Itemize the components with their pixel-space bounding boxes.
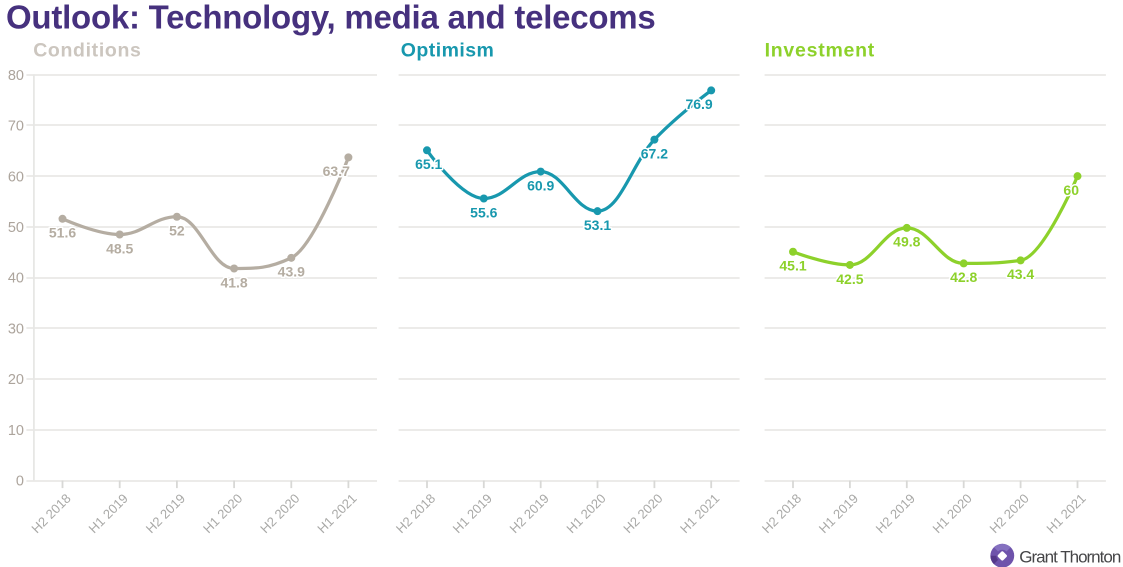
svg-text:67.2: 67.2 bbox=[641, 145, 668, 161]
svg-text:Investment: Investment bbox=[765, 40, 875, 62]
svg-text:Grant Thornton: Grant Thornton bbox=[1019, 548, 1121, 567]
svg-text:51.6: 51.6 bbox=[49, 225, 76, 241]
svg-text:53.1: 53.1 bbox=[584, 217, 611, 233]
svg-text:10: 10 bbox=[8, 423, 24, 439]
svg-text:63.7: 63.7 bbox=[323, 163, 350, 179]
svg-text:80: 80 bbox=[8, 68, 24, 84]
svg-text:H1 2020: H1 2020 bbox=[200, 491, 245, 536]
svg-text:H2 2019: H2 2019 bbox=[873, 491, 918, 536]
svg-text:H1 2020: H1 2020 bbox=[563, 491, 608, 536]
svg-text:H2 2019: H2 2019 bbox=[507, 491, 552, 536]
svg-text:H1 2020: H1 2020 bbox=[930, 491, 975, 536]
svg-text:H1 2019: H1 2019 bbox=[450, 491, 495, 536]
svg-text:40: 40 bbox=[8, 271, 24, 287]
svg-text:H2 2018: H2 2018 bbox=[28, 491, 73, 536]
svg-text:30: 30 bbox=[8, 321, 24, 337]
svg-text:H1 2021: H1 2021 bbox=[1043, 491, 1088, 536]
svg-text:70: 70 bbox=[8, 119, 24, 135]
svg-text:41.8: 41.8 bbox=[220, 274, 247, 290]
svg-text:52: 52 bbox=[169, 223, 185, 239]
svg-text:H2 2018: H2 2018 bbox=[393, 491, 438, 536]
svg-text:76.9: 76.9 bbox=[685, 96, 712, 112]
svg-text:H1 2021: H1 2021 bbox=[677, 491, 722, 536]
svg-text:0: 0 bbox=[16, 474, 24, 490]
svg-text:45.1: 45.1 bbox=[779, 258, 806, 274]
svg-text:Conditions: Conditions bbox=[33, 40, 141, 62]
svg-text:43.9: 43.9 bbox=[278, 264, 305, 280]
svg-text:Outlook: Technology, media and: Outlook: Technology, media and telecoms bbox=[6, 0, 656, 36]
svg-text:H2 2019: H2 2019 bbox=[143, 491, 188, 536]
svg-text:H2 2020: H2 2020 bbox=[257, 491, 302, 536]
svg-text:42.5: 42.5 bbox=[836, 271, 863, 287]
svg-text:43.4: 43.4 bbox=[1007, 266, 1034, 282]
svg-text:Optimism: Optimism bbox=[401, 40, 495, 62]
svg-text:20: 20 bbox=[8, 372, 24, 388]
svg-text:H1 2021: H1 2021 bbox=[314, 491, 359, 536]
svg-text:H2 2020: H2 2020 bbox=[986, 491, 1031, 536]
svg-text:48.5: 48.5 bbox=[106, 240, 133, 256]
svg-text:60.9: 60.9 bbox=[527, 177, 554, 193]
svg-text:50: 50 bbox=[8, 220, 24, 236]
svg-text:H2 2018: H2 2018 bbox=[759, 491, 804, 536]
svg-text:60: 60 bbox=[1063, 182, 1079, 198]
svg-text:49.8: 49.8 bbox=[893, 234, 920, 250]
svg-text:60: 60 bbox=[8, 169, 24, 185]
svg-text:H1 2019: H1 2019 bbox=[816, 491, 861, 536]
svg-text:42.8: 42.8 bbox=[950, 269, 977, 285]
svg-text:H2 2020: H2 2020 bbox=[620, 491, 665, 536]
svg-text:65.1: 65.1 bbox=[415, 156, 442, 172]
svg-text:H1 2019: H1 2019 bbox=[86, 491, 131, 536]
svg-text:55.6: 55.6 bbox=[470, 204, 497, 220]
